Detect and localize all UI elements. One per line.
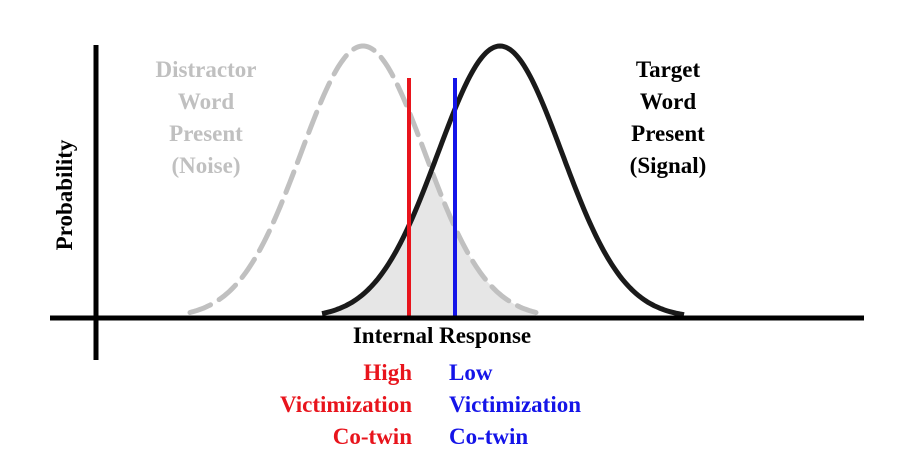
- high-criterion-label: High Victimization Co-twin: [280, 360, 412, 449]
- signal-label-line: (Signal): [630, 153, 707, 178]
- high-criterion-label-line: Co-twin: [333, 424, 412, 449]
- noise-label-line: Distractor: [156, 57, 257, 82]
- high-criterion-label-line: High: [363, 360, 412, 385]
- signal-label-line: Target: [636, 57, 701, 82]
- noise-label: Distractor Word Present (Noise): [156, 57, 257, 178]
- noise-distribution-curve: [187, 43, 539, 315]
- signal-distribution-curve: [321, 43, 685, 318]
- signal-label-line: Word: [640, 89, 696, 114]
- low-criterion-label-line: Victimization: [449, 392, 581, 417]
- high-criterion-label-line: Victimization: [280, 392, 412, 417]
- noise-label-line: Present: [169, 121, 243, 146]
- low-criterion-label-line: Low: [449, 360, 493, 385]
- signal-label-line: Present: [631, 121, 705, 146]
- low-criterion-label-line: Co-twin: [449, 424, 528, 449]
- y-axis-label: Probability: [52, 139, 77, 250]
- signal-label: Target Word Present (Signal): [630, 57, 707, 178]
- low-criterion-label: Low Victimization Co-twin: [449, 360, 581, 449]
- noise-label-line: Word: [178, 89, 234, 114]
- x-axis-label: Internal Response: [353, 323, 531, 348]
- noise-label-line: (Noise): [172, 153, 241, 178]
